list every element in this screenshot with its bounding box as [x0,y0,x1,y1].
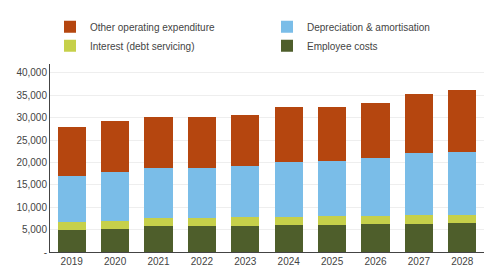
svg-text:2027: 2027 [408,256,431,267]
svg-text:2021: 2021 [147,256,170,267]
svg-text:25,000: 25,000 [16,135,47,146]
svg-text:2026: 2026 [364,256,387,267]
svg-text:2024: 2024 [278,256,301,267]
svg-text:Other operating expenditure: Other operating expenditure [90,22,215,33]
svg-text:-: - [44,247,47,258]
svg-text:15,000: 15,000 [16,179,47,190]
svg-text:Interest (debt servicing): Interest (debt servicing) [90,41,195,52]
svg-text:2025: 2025 [321,256,344,267]
svg-text:20,000: 20,000 [16,157,47,168]
svg-text:Employee costs: Employee costs [307,41,378,52]
svg-text:2023: 2023 [234,256,257,267]
svg-text:2020: 2020 [104,256,127,267]
svg-text:2019: 2019 [61,256,84,267]
svg-text:5,000: 5,000 [22,224,47,235]
svg-text:35,000: 35,000 [16,90,47,101]
svg-text:2028: 2028 [451,256,474,267]
svg-text:2022: 2022 [191,256,214,267]
svg-text:40,000: 40,000 [16,67,47,78]
svg-text:10,000: 10,000 [16,202,47,213]
svg-text:30,000: 30,000 [16,112,47,123]
svg-text:Depreciation & amortisation: Depreciation & amortisation [307,22,430,33]
